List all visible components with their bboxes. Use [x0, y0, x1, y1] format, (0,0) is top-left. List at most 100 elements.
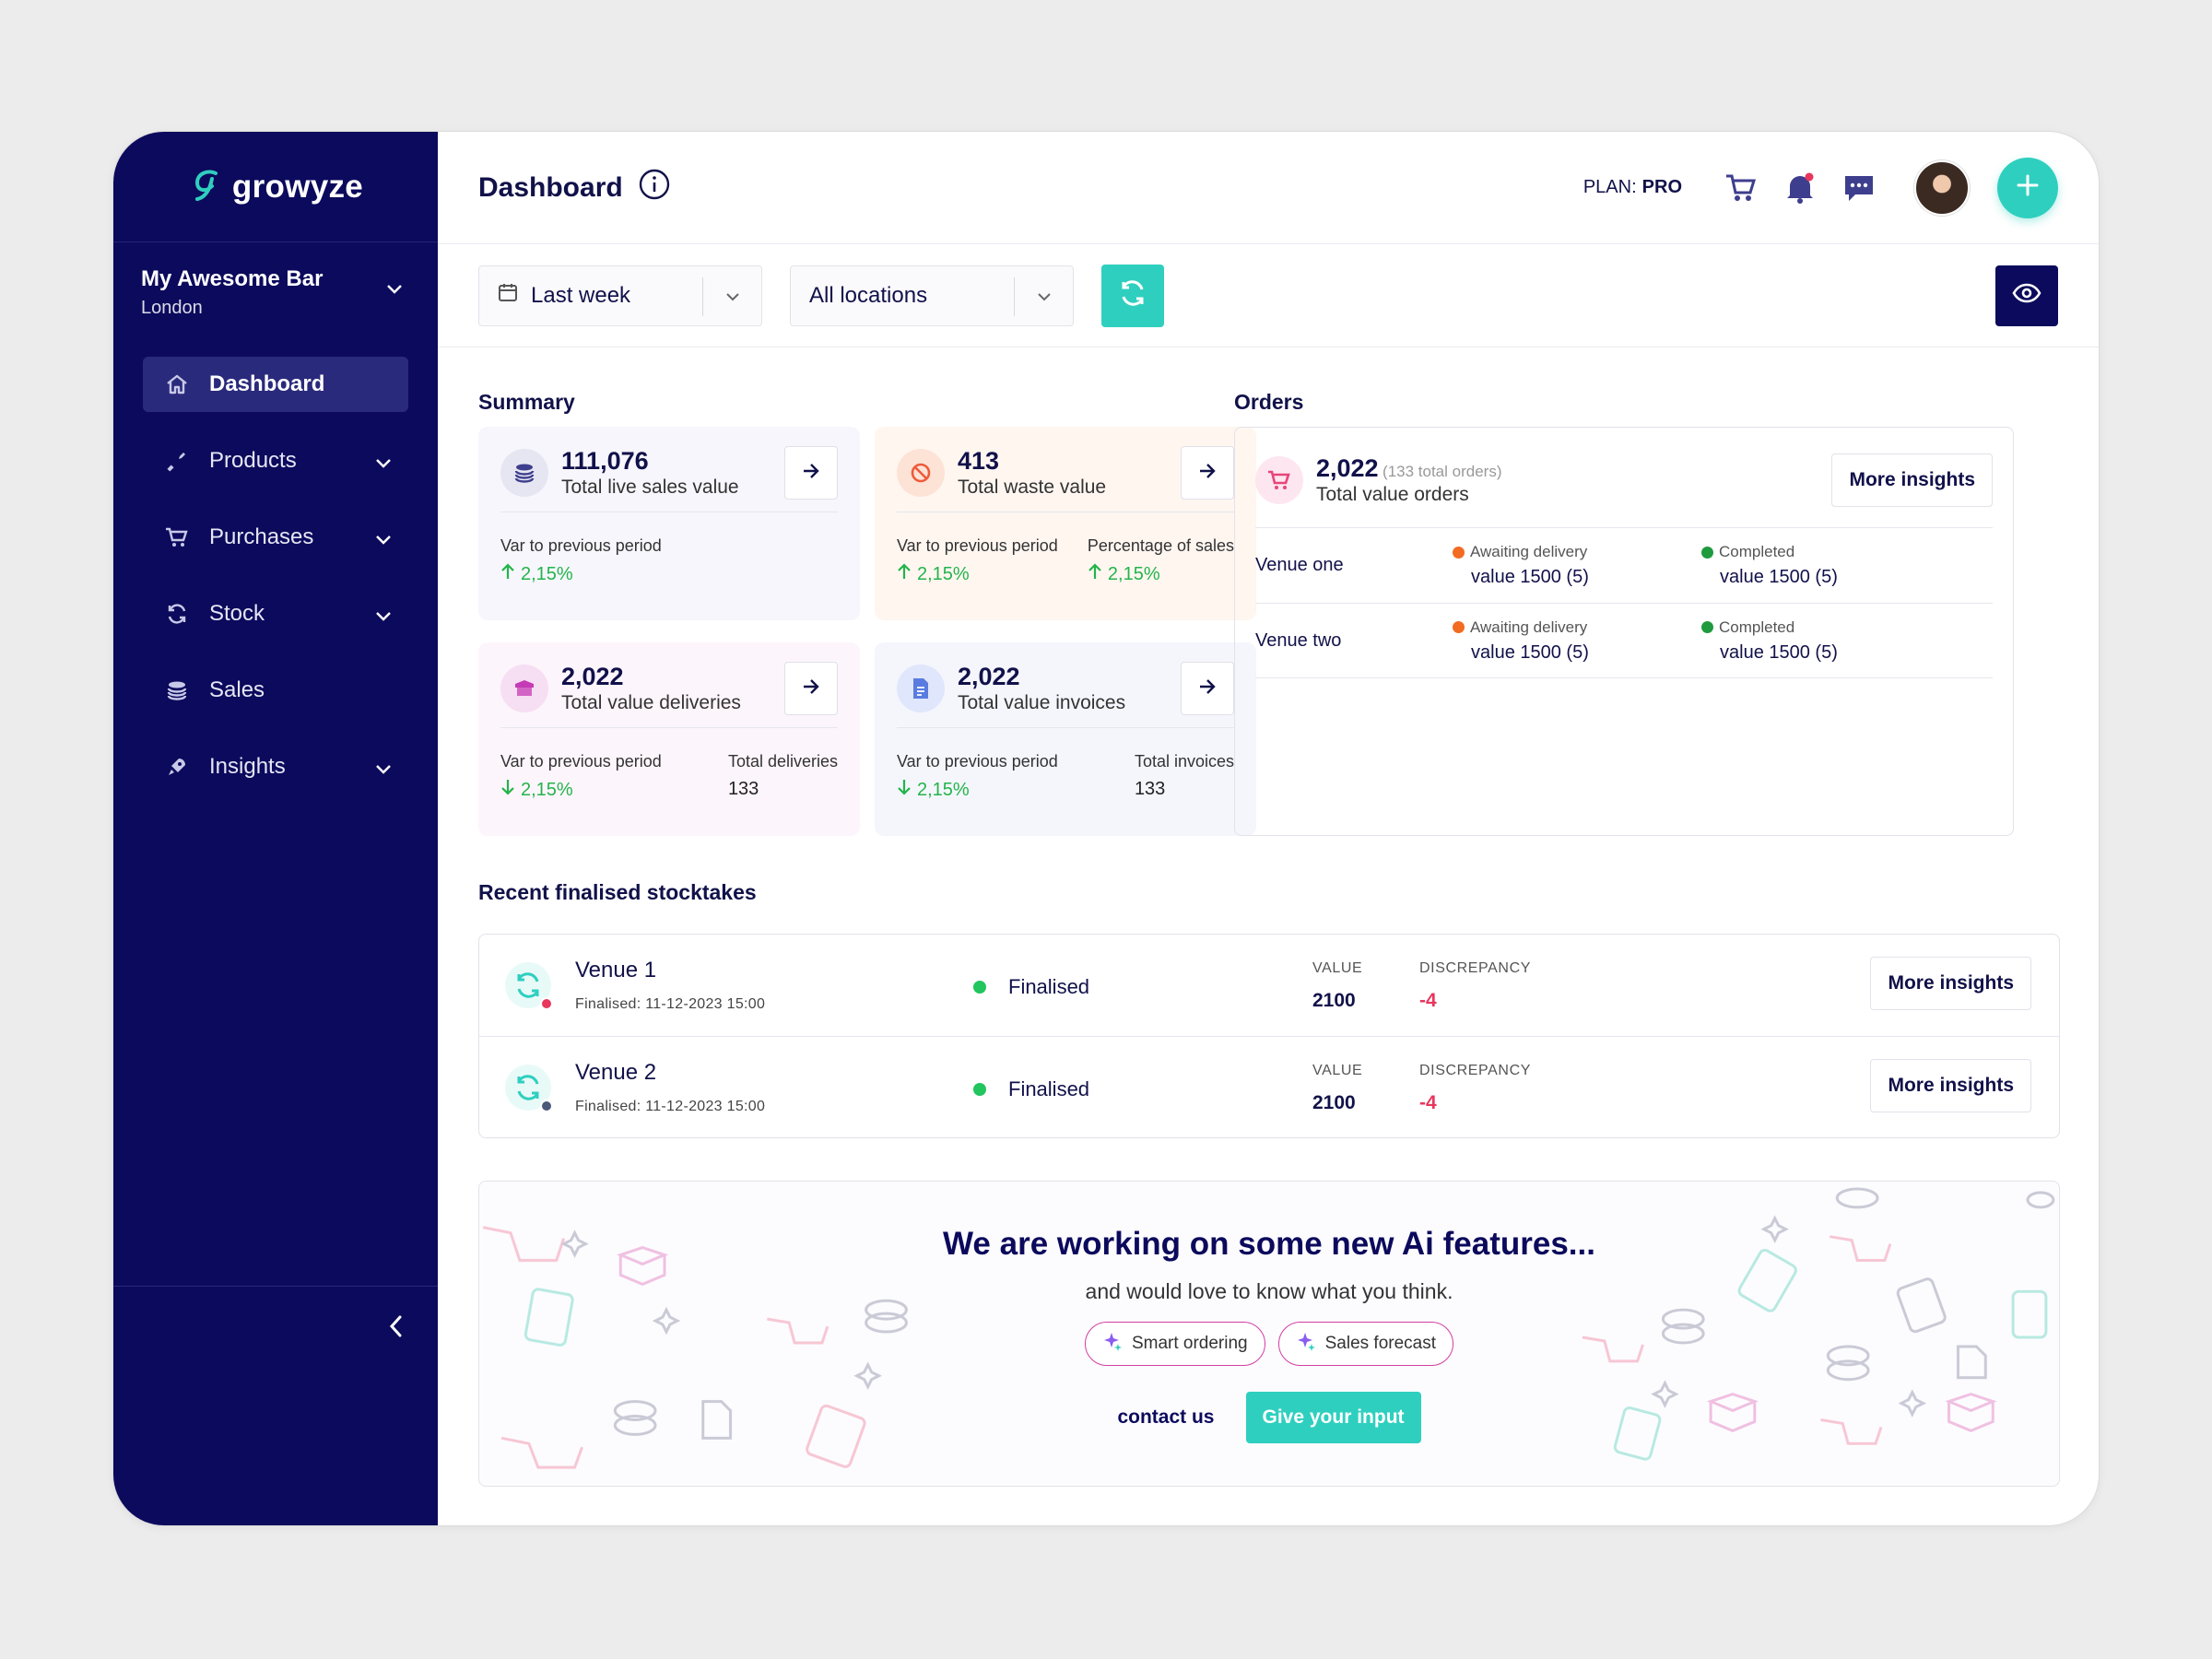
promo-actions: contact us Give your input [479, 1392, 2059, 1443]
awaiting-value: value 1500 (5) [1471, 641, 1589, 663]
open-invoices-button[interactable] [1181, 662, 1234, 715]
location-select[interactable]: All locations [790, 265, 1074, 326]
app-window: growyze My Awesome Bar London Dashboard … [112, 131, 2100, 1526]
card-foot-value: 2,15% [521, 563, 573, 584]
card-foot-label: Var to previous period [500, 536, 662, 555]
status-dot [1701, 546, 1713, 559]
sidebar-item-purchases[interactable]: Purchases [143, 510, 408, 565]
chip-sales-forecast[interactable]: Sales forecast [1277, 1322, 1454, 1366]
arrow-up-icon [500, 563, 515, 585]
sidebar-item-label: Dashboard [209, 371, 325, 396]
sidebar-item-label: Products [209, 448, 297, 473]
chevron-down-icon [375, 526, 392, 552]
invoice-icon [897, 665, 945, 712]
sidebar-item-products[interactable]: Products [143, 433, 408, 488]
sidebar-item-sales[interactable]: Sales [143, 663, 408, 718]
stocktake-row: Venue 1 Finalised: 11-12-2023 15:00 Final… [479, 935, 2059, 1036]
coins-icon [500, 449, 548, 497]
value-key: VALUE [1312, 1063, 1363, 1078]
sidebar-nav: Dashboard Products Purchases Stock Sales [113, 338, 438, 794]
chevron-down-icon [1014, 276, 1073, 316]
eye-icon [2012, 283, 2041, 308]
venue-name: My Awesome Bar [141, 266, 324, 291]
collapse-sidebar-icon[interactable] [388, 1314, 403, 1343]
refresh-button[interactable] [1101, 264, 1164, 327]
orders-more-insights-button[interactable]: More insights [1831, 453, 1993, 507]
sparkle-icon [1102, 1331, 1123, 1357]
page-title-text: Dashboard [478, 171, 623, 203]
sidebar-item-stock[interactable]: Stock [143, 586, 408, 641]
stocktakes-list: Venue 1 Finalised: 11-12-2023 15:00 Final… [478, 934, 2060, 1138]
open-deliveries-button[interactable] [784, 662, 838, 715]
summary-card-invoices: 2,022 Total value invoices Var to previou… [875, 642, 1256, 836]
card-foot-value: 2,15% [521, 779, 573, 800]
orders-total-note: (133 total orders) [1382, 463, 1502, 480]
give-input-button[interactable]: Give your input [1245, 1392, 1421, 1443]
decorative-pattern-icon [482, 1187, 2055, 1469]
status-dot [1453, 546, 1465, 559]
completed-label: Completed [1719, 618, 1795, 636]
completed-value: value 1500 (5) [1720, 641, 1838, 663]
sidebar-item-dashboard[interactable]: Dashboard [143, 357, 408, 412]
status-dot [973, 1083, 986, 1096]
add-button[interactable] [1997, 157, 2058, 218]
bell-icon[interactable] [1782, 170, 1818, 206]
period-select-value: Last week [531, 282, 631, 308]
chip-smart-ordering[interactable]: Smart ordering [1084, 1322, 1265, 1366]
card-foot-label: Var to previous period [897, 752, 1058, 771]
open-sales-button[interactable] [784, 446, 838, 500]
brand-name: growyze [231, 168, 364, 205]
arrow-up-icon [897, 563, 912, 585]
orders-title: Orders [1234, 390, 1304, 414]
chevron-down-icon [375, 756, 392, 782]
top-bar: Dashboard PLAN: PRO [438, 132, 2099, 244]
card-foot2-value: 133 [1134, 779, 1166, 799]
promo-title: We are working on some new Ai features..… [943, 1226, 1595, 1262]
stocktake-venue: Venue 1 [575, 958, 657, 982]
summary-card-deliveries: 2,022 Total value deliveries Var to previ… [478, 642, 860, 836]
card-label: Total live sales value [561, 477, 739, 498]
card-foot2-value: 133 [727, 779, 759, 799]
visibility-toggle-button[interactable] [1995, 265, 2058, 326]
stocktake-value: 2100 [1312, 1092, 1356, 1113]
chip-label: Smart ordering [1131, 1334, 1248, 1353]
refresh-icon [165, 602, 189, 626]
card-label: Total waste value [958, 477, 1107, 498]
sidebar-item-insights[interactable]: Insights [143, 739, 408, 794]
stocktake-status: Finalised [1008, 1077, 1090, 1100]
summary-card-sales: 111,076 Total live sales value Var to pre… [478, 427, 860, 620]
awaiting-label: Awaiting delivery [1470, 543, 1588, 560]
stocktakes-title: Recent finalised stocktakes [478, 880, 757, 904]
stocktake-more-insights-button[interactable]: More insights [1870, 1059, 2031, 1112]
contact-us-link[interactable]: contact us [1117, 1406, 1215, 1428]
orders-label: Total value orders [1316, 484, 1469, 505]
awaiting-value: value 1500 (5) [1471, 567, 1589, 587]
completed-label: Completed [1719, 543, 1795, 560]
calendar-icon [498, 282, 518, 309]
sidebar-item-label: Stock [209, 601, 265, 626]
brand-logo[interactable]: growyze [113, 132, 438, 242]
sidebar-item-label: Sales [209, 677, 265, 702]
chat-icon[interactable] [1841, 170, 1877, 206]
card-foot2-value: 2,15% [1107, 563, 1160, 584]
venue-location: London [141, 298, 203, 318]
value-key: VALUE [1312, 960, 1363, 976]
arrow-right-icon [1198, 463, 1217, 484]
stocktake-more-insights-button[interactable]: More insights [1870, 957, 2031, 1010]
waste-icon [897, 449, 945, 497]
venue-selector[interactable]: My Awesome Bar London [113, 242, 438, 338]
cart-icon[interactable] [1723, 170, 1759, 206]
open-waste-button[interactable] [1181, 446, 1234, 500]
home-icon [165, 372, 189, 396]
stocktake-row: Venue 2 Finalised: 11-12-2023 15:00 Final… [479, 1036, 2059, 1137]
info-icon[interactable] [638, 168, 671, 208]
card-foot2-label: Total invoices [1134, 752, 1234, 771]
cart-icon [165, 525, 189, 549]
sidebar-item-label: Insights [209, 754, 286, 779]
avatar[interactable] [1914, 159, 1970, 216]
orders-venue-name: Venue two [1255, 629, 1342, 651]
card-foot-label: Var to previous period [500, 752, 662, 771]
period-select[interactable]: Last week [478, 265, 762, 326]
feature-chips: Smart ordering Sales forecast [479, 1322, 2059, 1366]
card-value: 111,076 [561, 447, 649, 475]
